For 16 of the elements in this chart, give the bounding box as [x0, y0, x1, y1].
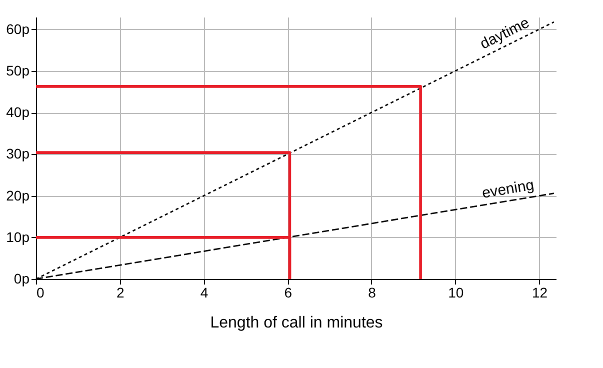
x-tick-label: 12 [532, 284, 548, 300]
x-tick-label: 2 [116, 284, 124, 300]
x-tick-label: 6 [284, 284, 292, 300]
y-tick-label: 20p [6, 187, 30, 204]
y-tick-label: 0p [14, 270, 30, 286]
y-tick-label: 50p [6, 62, 30, 79]
x-tick-label: 8 [368, 284, 376, 300]
y-tick-label: 10p [6, 228, 30, 245]
y-tick-label: 30p [6, 146, 30, 162]
y-tick-label: 60p [6, 20, 30, 37]
x-axis-title: Length of call in minutes [210, 314, 383, 332]
x-tick-label: 0 [36, 284, 44, 300]
x-tick-label: 10 [448, 284, 464, 300]
y-tick-label: 40p [6, 104, 30, 120]
text: evening [480, 176, 536, 202]
x-tick-label: 4 [200, 284, 208, 300]
